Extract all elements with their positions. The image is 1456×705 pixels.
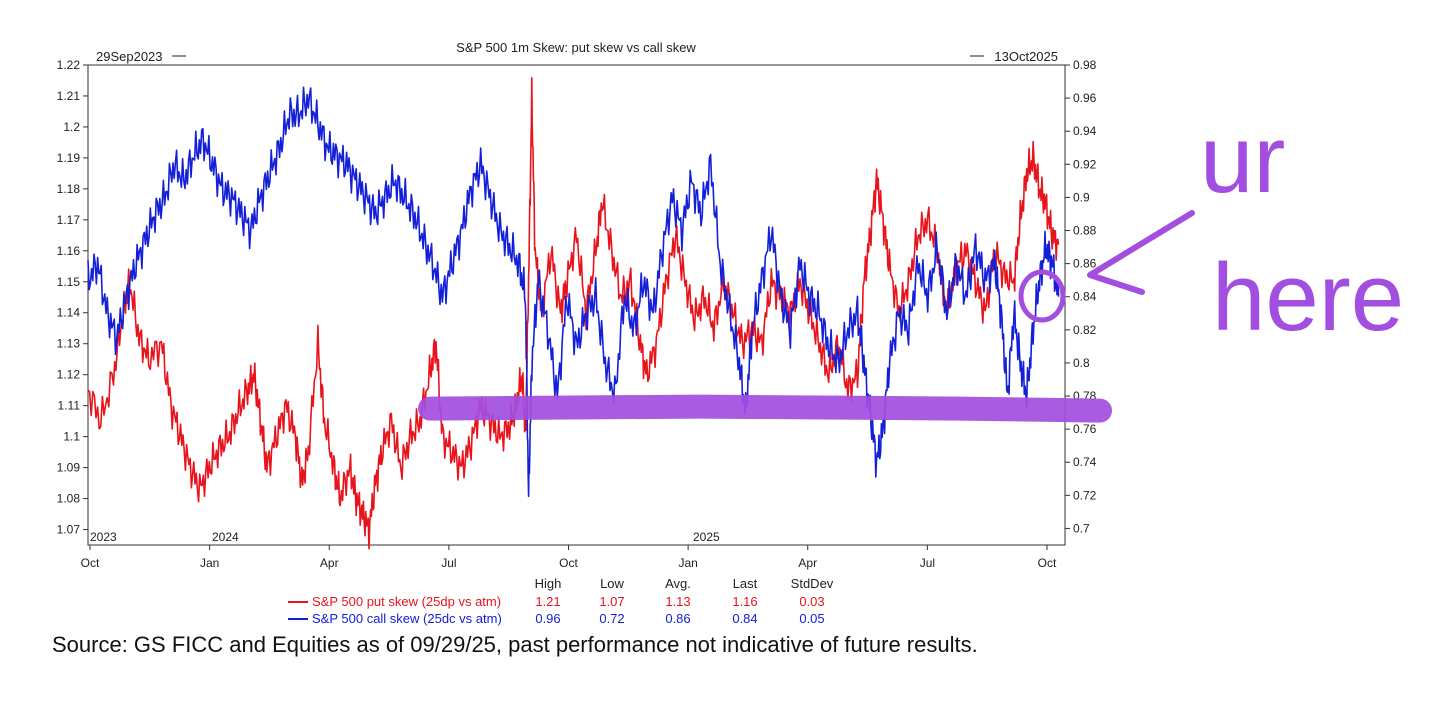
year-label: 2024 <box>212 530 239 544</box>
left-tick-label: 1.18 <box>57 182 81 196</box>
legend-value: 1.13 <box>665 594 690 609</box>
left-tick-label: 1.08 <box>57 492 81 506</box>
handwritten-annotation: ur here <box>1018 106 1404 351</box>
right-tick-label: 0.8 <box>1073 356 1090 370</box>
right-tick-label: 0.92 <box>1073 157 1097 171</box>
handwritten-here: here <box>1212 244 1404 351</box>
right-tick-label: 0.84 <box>1073 290 1097 304</box>
end-date-label: 13Oct2025 <box>994 49 1058 64</box>
right-tick-label: 0.74 <box>1073 455 1097 469</box>
legend-value: 1.07 <box>599 594 624 609</box>
x-tick-label: Apr <box>798 556 817 570</box>
x-tick-label: Jan <box>678 556 697 570</box>
left-tick-label: 1.2 <box>63 120 80 134</box>
left-tick-label: 1.15 <box>57 275 81 289</box>
skew-chart: S&P 500 1m Skew: put skew vs call skew 2… <box>57 40 1405 626</box>
year-label: 2025 <box>693 530 720 544</box>
left-tick-label: 1.14 <box>57 306 81 320</box>
call-skew-line <box>87 86 1060 498</box>
arrow-stroke <box>1087 210 1195 295</box>
legend: High Low Avg. Last StdDev S&P 500 put skew (2… <box>288 576 834 626</box>
x-tick-label: Oct <box>81 556 100 570</box>
x-tick-label: Apr <box>320 556 339 570</box>
left-tick-label: 1.07 <box>57 523 81 537</box>
left-tick-label: 1.22 <box>57 58 81 72</box>
left-tick-label: 1.11 <box>58 399 81 413</box>
x-tick-label: Jul <box>441 556 456 570</box>
left-tick-label: 1.1 <box>63 430 80 444</box>
legend-value: 0.86 <box>665 611 690 626</box>
legend-header: Last <box>733 576 758 591</box>
right-tick-label: 0.72 <box>1073 488 1097 502</box>
legend-value: 1.16 <box>732 594 757 609</box>
left-tick-label: 1.19 <box>57 151 81 165</box>
right-tick-label: 0.76 <box>1073 422 1097 436</box>
right-tick-label: 0.94 <box>1073 124 1097 138</box>
highlight-stroke <box>418 394 1112 423</box>
left-tick-label: 1.12 <box>57 368 81 382</box>
x-tick-label: Oct <box>559 556 578 570</box>
legend-value: 1.21 <box>535 594 560 609</box>
x-tick-label: Oct <box>1038 556 1057 570</box>
right-tick-label: 0.98 <box>1073 58 1097 72</box>
legend-label: S&P 500 call skew (25dc vs atm) <box>312 611 502 626</box>
left-tick-label: 1.13 <box>57 337 81 351</box>
year-label: 2023 <box>90 530 117 544</box>
series-layer <box>87 77 1060 550</box>
legend-value: 0.84 <box>732 611 757 626</box>
right-tick-label: 0.96 <box>1073 91 1097 105</box>
x-tick-label: Jan <box>200 556 219 570</box>
legend-value: 0.72 <box>599 611 624 626</box>
legend-value: 0.05 <box>799 611 824 626</box>
right-axis: 0.70.720.740.760.780.80.820.840.860.880.… <box>1065 58 1097 535</box>
legend-value: 0.96 <box>535 611 560 626</box>
right-tick-label: 0.82 <box>1073 323 1097 337</box>
left-tick-label: 1.21 <box>57 89 81 103</box>
circle-stroke <box>1018 269 1066 323</box>
chart-title: S&P 500 1m Skew: put skew vs call skew <box>456 40 696 55</box>
x-tick-label: Jul <box>920 556 935 570</box>
legend-value: 0.03 <box>799 594 824 609</box>
legend-header: StdDev <box>791 576 834 591</box>
handwritten-ur: ur <box>1200 106 1285 213</box>
legend-label: S&P 500 put skew (25dp vs atm) <box>312 594 501 609</box>
right-tick-label: 0.9 <box>1073 190 1090 204</box>
plot-frame <box>87 64 1066 546</box>
right-tick-label: 0.86 <box>1073 257 1097 271</box>
right-tick-label: 0.88 <box>1073 224 1097 238</box>
x-axis: Oct Jan Apr Jul Oct Jan Apr Jul Oct <box>81 545 1057 570</box>
left-tick-label: 1.17 <box>57 213 81 227</box>
left-axis: 1.07 1.08 1.09 1.1 1.11 1.12 1.13 1.14 1.15 1.16 1… <box>57 58 88 537</box>
legend-header: Avg. <box>665 576 691 591</box>
start-date-label: 29Sep2023 <box>96 49 163 64</box>
legend-header: High <box>535 576 562 591</box>
left-tick-label: 1.09 <box>57 461 81 475</box>
legend-header: Low <box>600 576 624 591</box>
right-tick-label: 0.7 <box>1073 521 1090 535</box>
left-tick-label: 1.16 <box>57 244 81 258</box>
highlight-layer <box>418 394 1112 423</box>
source-note: Source: GS FICC and Equities as of 09/29… <box>52 632 978 657</box>
put-skew-line <box>87 77 1060 550</box>
year-labels: 2023 2024 2025 <box>90 530 720 544</box>
